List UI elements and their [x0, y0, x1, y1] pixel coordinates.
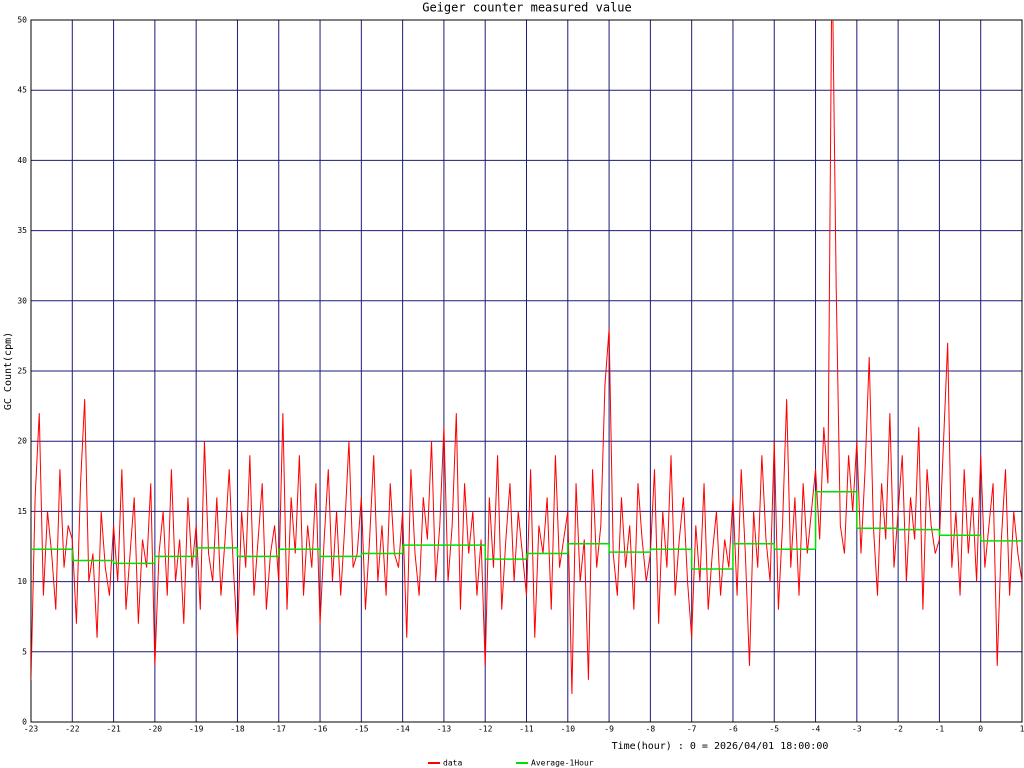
x-tick-label: -19: [189, 725, 204, 734]
x-tick-label: -6: [728, 725, 738, 734]
y-axis-label: GC Count(cpm): [3, 332, 14, 410]
y-tick-label: 20: [17, 437, 27, 446]
x-tick-label: -23: [24, 725, 39, 734]
x-tick-label: -12: [478, 725, 493, 734]
y-tick-label: 10: [17, 577, 27, 586]
x-tick-label: -22: [65, 725, 80, 734]
y-tick-label: 45: [17, 86, 27, 95]
legend-label: data: [443, 759, 462, 768]
x-tick-label: -18: [230, 725, 245, 734]
y-tick-label: 35: [17, 226, 27, 235]
x-tick-label: -5: [769, 725, 779, 734]
x-tick-label: -13: [437, 725, 452, 734]
y-tick-label: 25: [17, 367, 27, 376]
x-tick-label: -8: [646, 725, 656, 734]
x-tick-label: -3: [852, 725, 862, 734]
plot-border: [30, 19, 1023, 723]
x-tick-label: 1: [1020, 725, 1024, 734]
x-tick-label: -7: [687, 725, 697, 734]
x-tick-label: -9: [604, 725, 614, 734]
x-tick-label: -17: [272, 725, 287, 734]
chart-title: Geiger counter measured value: [422, 1, 632, 15]
x-tick-label: -4: [811, 725, 821, 734]
x-tick-label: -2: [893, 725, 903, 734]
x-tick-label: -20: [148, 725, 163, 734]
y-tick-label: 30: [17, 296, 27, 305]
legend-label: Average-1Hour: [531, 759, 594, 768]
x-tick-label: -1: [935, 725, 945, 734]
y-tick-label: 40: [17, 156, 27, 165]
plot-area: [31, 20, 1022, 694]
y-tick-label: 50: [17, 16, 27, 25]
x-axis-label: Time(hour) : 0 = 2026/04/01 18:00:00: [612, 741, 829, 752]
data-line: [31, 20, 1022, 694]
x-tick-label: -16: [313, 725, 328, 734]
x-tick-label: -14: [395, 725, 410, 734]
x-tick-label: 0: [978, 725, 983, 734]
y-tick-label: 5: [22, 647, 27, 656]
x-tick-label: -15: [354, 725, 369, 734]
x-tick-label: -10: [561, 725, 576, 734]
y-tick-label: 0: [22, 718, 27, 727]
x-tick-label: -21: [106, 725, 121, 734]
y-tick-label: 15: [17, 507, 27, 516]
x-tick-label: -11: [519, 725, 534, 734]
